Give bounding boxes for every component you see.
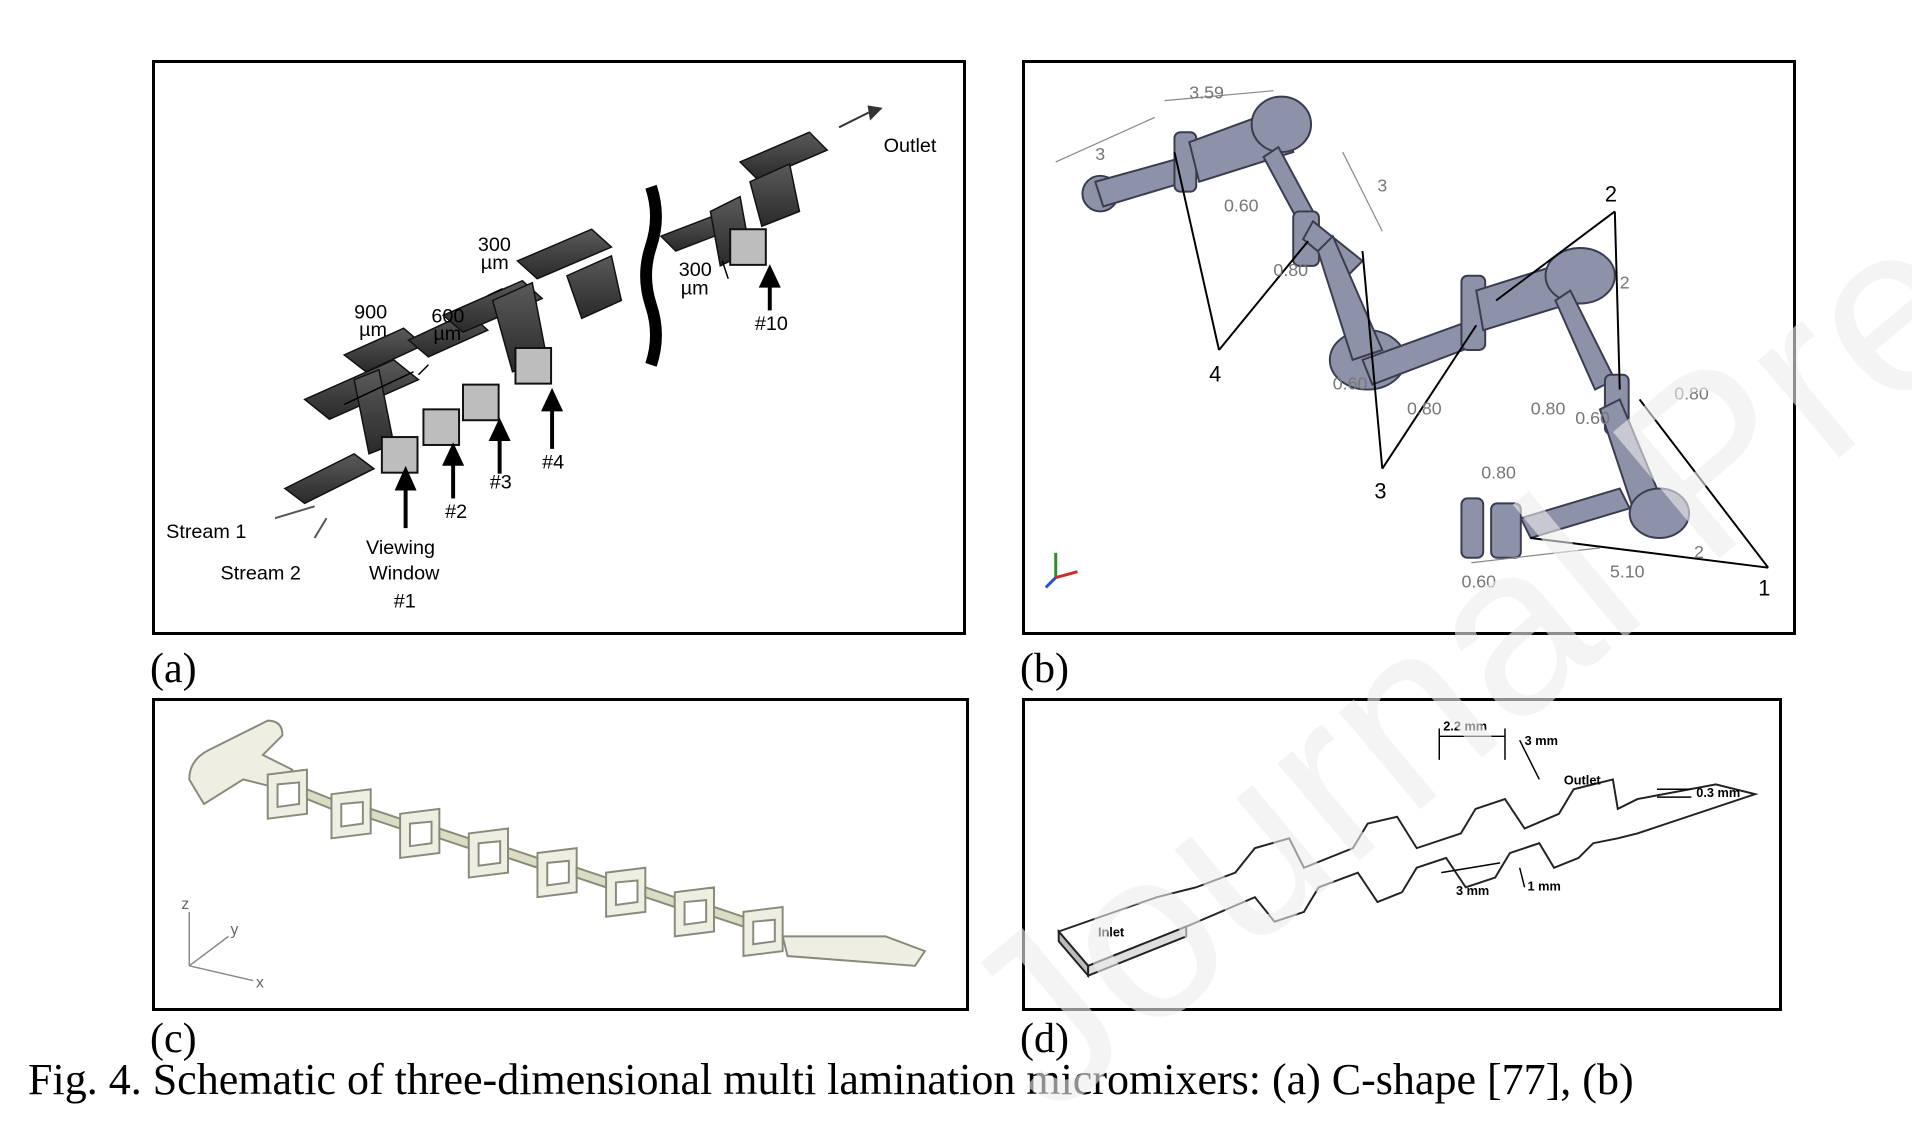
panel-a-labels: Outlet Stream 1 Stream 2 Viewing Window … [166, 135, 937, 612]
dim-b-13: 0.80 [1407, 398, 1442, 418]
stream1-label: Stream 1 [166, 521, 246, 543]
dim-300a: 300 [478, 234, 511, 256]
panel-b: 3.59 3 0.60 3 0.80 2 0.60 0.80 0.60 5.10… [1022, 60, 1796, 635]
axis-x: x [256, 974, 264, 991]
callout-lines [1173, 151, 1769, 569]
axis-triad-c [188, 911, 254, 982]
dim-b-14: 0.60 [1461, 571, 1496, 591]
dim-300a-unit: µm [481, 252, 509, 274]
dim-3mm-b: 3 mm [1456, 883, 1489, 898]
panel-a-schematic: Outlet Stream 1 Stream 2 Viewing Window … [166, 105, 937, 612]
dim-900: 900 [354, 301, 387, 323]
dim-3mm-a: 3 mm [1525, 733, 1558, 748]
viewing-label-3: #1 [394, 590, 416, 612]
panel-a-label: (a) [150, 646, 197, 692]
panel-d-labels: Inlet Outlet 2.2 mm 3 mm 0.3 mm 1 mm 3 m… [1098, 718, 1740, 939]
panel-b-label: (b) [1020, 646, 1069, 692]
dim-b-7: 0.80 [1531, 398, 1566, 418]
panel-b-schematic: 3.59 3 0.60 3 0.80 2 0.60 0.80 0.60 5.10… [1044, 83, 1770, 601]
dim-22mm: 2.2 mm [1443, 718, 1487, 733]
dim-b-2: 0.60 [1224, 195, 1259, 215]
dim-b-4: 0.80 [1273, 260, 1308, 280]
dim-300b: 300 [679, 259, 712, 281]
axis-z: z [181, 896, 189, 913]
serpentine-channel [1057, 778, 1759, 979]
figure-caption: Fig. 4. Schematic of three-dimensional m… [28, 1055, 1634, 1104]
mixer-body [1081, 95, 1691, 559]
dimension-lines [343, 260, 729, 406]
dim-b-11: 0.80 [1674, 383, 1709, 403]
stream-arrows [274, 505, 328, 539]
callout-4: 4 [1209, 362, 1221, 387]
stream2-label: Stream 2 [221, 563, 301, 585]
viewing-label-1: Viewing [366, 537, 435, 559]
panel-d-label: (d) [1020, 1016, 1069, 1062]
break-mark [640, 184, 662, 367]
panel-a: Outlet Stream 1 Stream 2 Viewing Window … [152, 60, 966, 635]
axis-labels-c: z y x [181, 896, 264, 991]
dim-b-6: 0.60 [1333, 374, 1368, 394]
dim-b-8: 0.60 [1575, 408, 1610, 428]
dim-lines-d [1438, 728, 1692, 888]
window-arrows [394, 264, 781, 529]
dim-b-1: 3 [1095, 144, 1105, 164]
dim-600: 600 [431, 305, 464, 327]
dim-b-12: 0.80 [1481, 463, 1516, 483]
dim-b-5: 2 [1620, 273, 1630, 293]
dim-300b-unit: µm [681, 278, 709, 300]
mixer-chain [188, 719, 927, 967]
panel-b-dims: 3.59 3 0.60 3 0.80 2 0.60 0.80 0.60 5.10… [1095, 83, 1709, 592]
dim-b-10: 2 [1694, 542, 1704, 562]
panel-d-schematic: Inlet Outlet 2.2 mm 3 mm 0.3 mm 1 mm 3 m… [1057, 718, 1759, 979]
outlet-label: Outlet [884, 135, 937, 157]
dim-1mm: 1 mm [1528, 878, 1561, 893]
viewing-label-2: Window [369, 563, 440, 585]
panel-c-schematic: z y x [181, 719, 927, 991]
window-10-label: #10 [755, 313, 788, 335]
window-3-label: #3 [490, 472, 512, 494]
window-4-label: #4 [542, 452, 564, 474]
window-2-label: #2 [445, 501, 467, 523]
dim-lines [1055, 90, 1601, 564]
viewing-windows [380, 228, 767, 474]
callout-1: 1 [1758, 575, 1770, 600]
inlet-label: Inlet [1098, 924, 1125, 939]
dim-b-9: 5.10 [1610, 562, 1645, 582]
dim-b-0: 3.59 [1189, 83, 1224, 103]
panel-c-label: (c) [150, 1016, 197, 1062]
outlet-label-d: Outlet [1564, 772, 1602, 787]
panel-d: Inlet Outlet 2.2 mm 3 mm 0.3 mm 1 mm 3 m… [1022, 698, 1782, 1011]
panel-c: z y x [152, 698, 969, 1011]
axis-triad-icon [1044, 552, 1078, 589]
axis-y: y [230, 921, 238, 938]
dim-600-unit: µm [433, 323, 461, 345]
dim-900-unit: µm [359, 319, 387, 341]
callout-2: 2 [1605, 182, 1617, 207]
outlet-arrow [838, 105, 883, 129]
dim-b-3: 3 [1377, 176, 1387, 196]
dim-03mm: 0.3 mm [1696, 785, 1740, 800]
callout-3: 3 [1374, 478, 1386, 503]
panel-b-callouts: 1 2 3 4 [1209, 182, 1770, 601]
